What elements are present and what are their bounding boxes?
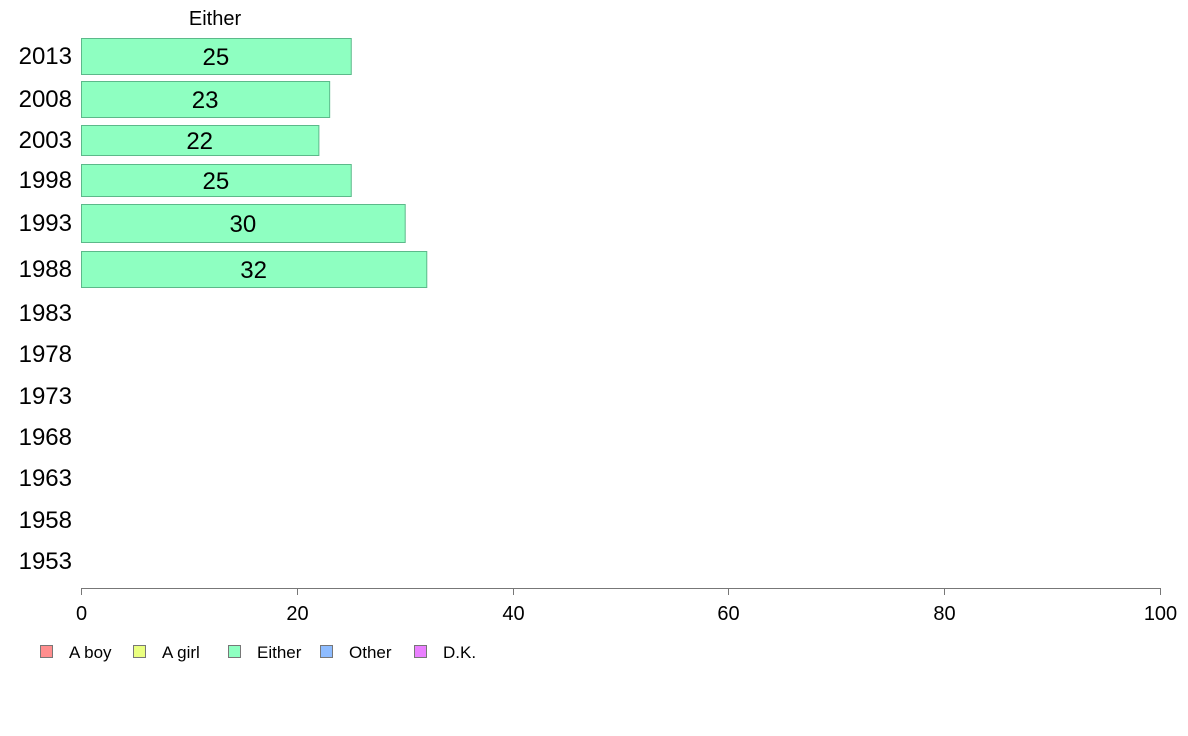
legend-label-d-k: D.K.	[443, 643, 476, 662]
bar-1998	[81, 164, 352, 197]
year-label-2008: 2008	[19, 86, 72, 113]
x-tick-label-100: 100	[1144, 603, 1177, 625]
bar-1993	[81, 204, 406, 243]
year-label-1968: 1968	[19, 424, 72, 451]
x-tick-label-80: 80	[933, 603, 955, 625]
legend-swatch-other	[320, 645, 333, 658]
year-label-1993: 1993	[19, 210, 72, 237]
year-label-1973: 1973	[19, 383, 72, 410]
bar-value-label-2013: 25	[203, 44, 230, 71]
legend-label-a-girl: A girl	[162, 643, 200, 662]
bar-value-label-2008: 23	[192, 87, 219, 114]
year-label-1953: 1953	[19, 548, 72, 575]
x-tick-label-20: 20	[286, 603, 308, 625]
bar-value-label-1988: 32	[240, 257, 267, 284]
legend-label-other: Other	[349, 643, 392, 662]
legend-label-either: Either	[257, 643, 302, 662]
bar-2008	[81, 81, 331, 118]
year-label-1958: 1958	[19, 507, 72, 534]
year-label-2003: 2003	[19, 127, 72, 154]
x-tick-label-60: 60	[717, 603, 739, 625]
year-label-1978: 1978	[19, 341, 72, 368]
bar-2003	[81, 125, 320, 156]
x-tick-label-0: 0	[76, 603, 87, 625]
x-tick-label-40: 40	[502, 603, 524, 625]
legend-swatch-either	[228, 645, 241, 658]
legend-label-a-boy: A boy	[69, 643, 112, 662]
bars-group: 25 23 22 25 30 32	[81, 38, 428, 288]
year-label-1998: 1998	[19, 167, 72, 194]
legend-swatch-a-boy	[40, 645, 53, 658]
bar-value-label-1998: 25	[203, 168, 230, 195]
bar-value-label-1993: 30	[229, 211, 256, 238]
year-label-1988: 1988	[19, 256, 72, 283]
bar-2013	[81, 38, 352, 75]
bar-value-label-2003: 22	[186, 128, 213, 155]
legend-swatch-a-girl	[133, 645, 146, 658]
x-axis: 0 20 40 60 80 100	[76, 588, 1177, 625]
year-label-2013: 2013	[19, 43, 72, 70]
year-labels-group: 2013 2008 2003 1998 1993 1988 1983 1978 1973 1968…	[19, 43, 72, 575]
legend-swatch-d-k	[414, 645, 427, 658]
year-label-1983: 1983	[19, 300, 72, 327]
bar-1988	[81, 251, 428, 288]
panel-title: Either	[189, 8, 242, 30]
legend: A boy A girl Either Other D.K.	[40, 643, 476, 662]
year-label-1963: 1963	[19, 465, 72, 492]
